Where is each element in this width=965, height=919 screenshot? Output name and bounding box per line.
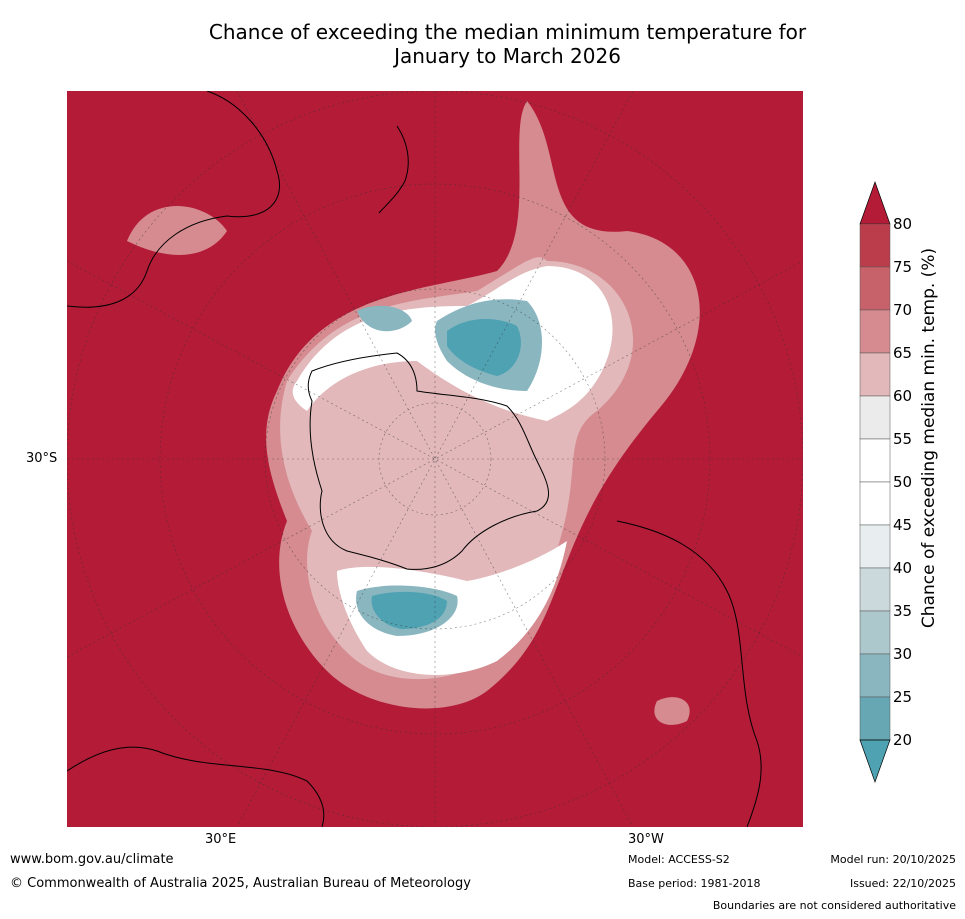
footer-copyright: © Commonwealth of Australia 2025, Austra… — [10, 876, 471, 891]
australia-coastline — [67, 91, 281, 308]
africa-coastline — [67, 746, 325, 827]
colorbar-band — [859, 610, 891, 655]
colorbar-tick-label: 80 — [893, 215, 913, 233]
colorbar-band — [859, 309, 891, 354]
colorbar-label: Chance of exceeding median min. temp. (%… — [919, 247, 939, 629]
footer-model: Model: ACCESS-S2 — [628, 853, 730, 866]
colorbar-tick-label: 25 — [893, 688, 913, 706]
footer-model-run: Model run: 20/10/2025 — [830, 853, 956, 866]
footer-url[interactable]: www.bom.gov.au/climate — [10, 852, 174, 867]
colorbar-tick-label: 35 — [893, 602, 913, 620]
colorbar-under-triangle — [859, 739, 891, 784]
colorbar-tick-label: 70 — [893, 301, 913, 319]
colorbar-tick-label: 30 — [893, 645, 913, 663]
colorbar-tick-label: 55 — [893, 430, 913, 448]
colorbar-tick-label: 60 — [893, 387, 913, 405]
colorbar-tick-label: 50 — [893, 473, 913, 491]
colorbar-tick-label: 75 — [893, 258, 913, 276]
title-line-1: Chance of exceeding the median minimum t… — [208, 20, 807, 44]
title-line-2: January to March 2026 — [394, 44, 621, 68]
colorbar-band — [859, 352, 891, 397]
colorbar-over-triangle — [859, 180, 891, 225]
colorbar-band — [859, 481, 891, 526]
footer-disclaimer: Boundaries are not considered authoritat… — [712, 899, 956, 912]
colorbar-band — [859, 696, 891, 741]
latitude-label: 30°S — [26, 451, 58, 466]
coastlines — [67, 91, 762, 827]
new-zealand-coastline — [378, 125, 409, 214]
colorbar-tick-label: 20 — [893, 731, 913, 749]
longitude-label-east: 30°E — [205, 832, 237, 847]
graticule — [67, 91, 803, 827]
colorbar-band — [859, 395, 891, 440]
colorbar-band — [859, 266, 891, 311]
colorbar-band — [859, 438, 891, 483]
colorbar-band — [859, 223, 891, 268]
antarctica-coastline — [307, 352, 550, 570]
colorbar-tick-label: 65 — [893, 344, 913, 362]
polar-map[interactable] — [67, 91, 803, 827]
colorbar — [855, 180, 895, 788]
footer-issued: Issued: 22/10/2025 — [849, 877, 956, 890]
colorbar-band — [859, 567, 891, 612]
colorbar-band — [859, 653, 891, 698]
colorbar-tick-label: 40 — [893, 559, 913, 577]
south-america-coastline — [616, 520, 762, 827]
map-title: Chance of exceeding the median minimum t… — [140, 20, 875, 68]
colorbar-tick-label: 45 — [893, 516, 913, 534]
longitude-label-west: 30°W — [628, 832, 664, 847]
colorbar-band — [859, 524, 891, 569]
footer-base-period: Base period: 1981-2018 — [628, 877, 761, 890]
